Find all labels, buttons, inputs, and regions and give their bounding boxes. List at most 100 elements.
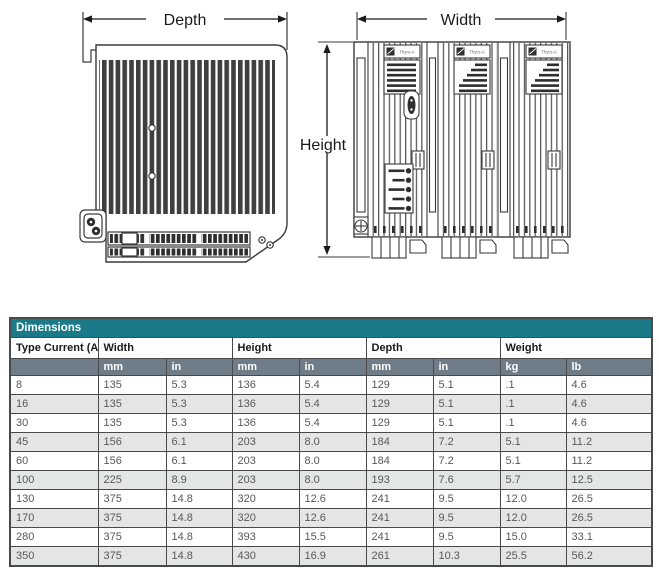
value-cell: 5.1 (499, 451, 567, 471)
value-cell: 375 (97, 489, 167, 509)
value-cell: 136 (231, 375, 300, 395)
value-cell: 393 (231, 527, 300, 547)
value-cell: 5.3 (165, 394, 233, 414)
mounting-hole (148, 172, 156, 180)
col-header-type-current: Type Current (A) (9, 337, 99, 359)
value-cell: 193 (365, 470, 434, 490)
value-cell: 129 (365, 394, 434, 414)
side-view-drawing: Depth (79, 12, 288, 263)
table-row: 100 225 8.9 203 8.0 193 7.6 5.7 12.5 (9, 470, 653, 490)
value-cell: 33.1 (565, 527, 653, 547)
table-row: 8 135 5.3 136 5.4 129 5.1.1 4.6 (9, 375, 653, 395)
value-cell: 184 (365, 432, 434, 452)
table-row: 60 156 6.1 203 8.0 184 7.2 5.1 11.2 (9, 451, 653, 471)
value-cell: 12.6 (298, 489, 367, 509)
corner-screws (258, 236, 274, 249)
value-cell: 430 (231, 546, 300, 567)
value-cell: 129 (365, 375, 434, 395)
table-unit-header-row: mm in mm in mm in kg lb (9, 358, 653, 376)
module-label: Thyro-A (541, 50, 556, 55)
value-cell: 241 (365, 489, 434, 509)
type-current-cell: 45 (9, 432, 99, 452)
value-cell: 8.0 (298, 451, 367, 471)
unit-header-kg: kg (499, 358, 567, 376)
module: Thyro-A (441, 44, 497, 259)
side-connector (79, 209, 107, 243)
table-row: 16 135 5.3 136 5.4 129 5.1.1 4.6 (9, 394, 653, 414)
value-cell: 8.9 (165, 470, 233, 490)
unit-header-in: in (298, 358, 367, 376)
value-cell: 203 (231, 470, 300, 490)
arrowhead-down-icon (323, 246, 331, 255)
value-cell: 241 (365, 508, 434, 528)
unit-header-mm: mm (97, 358, 167, 376)
table-row: 30 135 5.3 136 5.4 129 5.1.1 4.6 (9, 413, 653, 433)
value-cell: 7.6 (432, 470, 501, 490)
value-cell: 7.2 (432, 451, 501, 471)
col-header-depth: Depth (365, 337, 501, 359)
value-cell: 156 (97, 432, 167, 452)
clip (547, 150, 561, 170)
din-rail-hook (82, 12, 96, 63)
table-row: 280 375 14.8 393 15.5 241 9.5 15.0 33.1 (9, 527, 653, 547)
value-cell: 25.5 (499, 546, 567, 567)
value-cell: 9.5 (432, 508, 501, 528)
value-cell: 12.0 (499, 508, 567, 528)
value-cell: 261 (365, 546, 434, 567)
height-dimension: Height (298, 41, 370, 258)
value-cell: 14.8 (165, 546, 233, 567)
value-cell: 14.8 (165, 527, 233, 547)
value-cell: 135 (97, 375, 167, 395)
value-cell: 15.0 (499, 527, 567, 547)
table-row: 130 375 14.8 320 12.6 241 9.5 12.0 26.5 (9, 489, 653, 509)
value-cell: 5.1 (432, 394, 501, 414)
mounting-hole (148, 124, 156, 132)
value-cell: 5.3 (165, 413, 233, 433)
value-cell: 129 (365, 413, 434, 433)
value-cell: 4.6 (565, 394, 653, 414)
value-cell: 4.6 (565, 413, 653, 433)
value-cell: 203 (231, 451, 300, 471)
terminal-feet (513, 236, 569, 259)
value-cell: 7.2 (432, 432, 501, 452)
clip (481, 150, 495, 170)
arrowhead-right-icon (278, 15, 287, 23)
module: Thyro-A (513, 44, 569, 259)
table-title: Dimensions (9, 317, 653, 338)
type-current-cell: 130 (9, 489, 99, 509)
type-current-cell: 60 (9, 451, 99, 471)
unit-header (9, 358, 99, 376)
value-cell: 5.3 (165, 375, 233, 395)
value-cell: .1 (499, 375, 567, 395)
value-cell: 156 (97, 451, 167, 471)
value-cell: 9.5 (432, 527, 501, 547)
col-header-weight: Weight (499, 337, 653, 359)
led-panel (384, 163, 414, 214)
separator-panels (426, 42, 511, 237)
module: Thyro-A (371, 44, 427, 259)
type-current-cell: 30 (9, 413, 99, 433)
terminal-feet (371, 236, 427, 259)
table-row: 170 375 14.8 320 12.6 241 9.5 12.0 26.5 (9, 508, 653, 528)
type-current-cell: 170 (9, 508, 99, 528)
unit-header-lb: lb (565, 358, 653, 376)
value-cell: 375 (97, 508, 167, 528)
value-cell: 10.3 (432, 546, 501, 567)
table-group-header-row: Type Current (A) Width Height Depth Weig… (9, 337, 653, 359)
type-current-cell: 100 (9, 470, 99, 490)
value-cell: 136 (231, 394, 300, 414)
unit-header-in: in (432, 358, 501, 376)
value-cell: 241 (365, 527, 434, 547)
type-current-cell: 8 (9, 375, 99, 395)
table-row: 45 156 6.1 203 8.0 184 7.2 5.1 11.2 (9, 432, 653, 452)
arrowhead-right-icon (557, 15, 566, 23)
value-cell: 11.2 (565, 432, 653, 452)
value-cell: 320 (231, 489, 300, 509)
value-cell: 375 (97, 546, 167, 567)
height-label: Height (300, 137, 347, 154)
terminal-feet (441, 236, 497, 259)
value-cell: 16.9 (298, 546, 367, 567)
width-dimension: Width (356, 12, 567, 40)
value-cell: 225 (97, 470, 167, 490)
mounting-panel (353, 42, 369, 237)
